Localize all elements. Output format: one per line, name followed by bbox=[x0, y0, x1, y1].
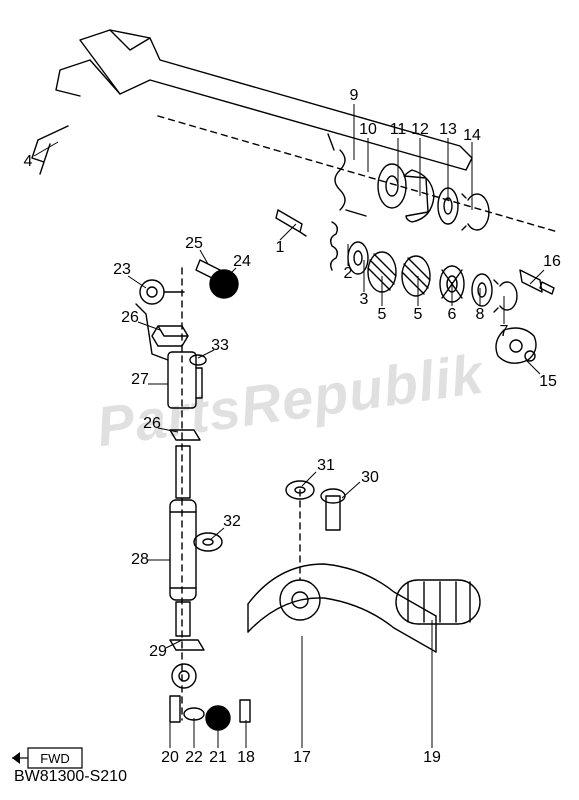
callout-25: 25 bbox=[185, 235, 203, 253]
fwd-arrow: FWD bbox=[12, 748, 82, 768]
callout-29: 29 bbox=[149, 643, 167, 661]
callout-19: 19 bbox=[423, 749, 441, 767]
callout-3: 3 bbox=[360, 291, 369, 309]
callout-21: 21 bbox=[209, 749, 227, 767]
callout-14: 14 bbox=[463, 127, 481, 145]
callout-32: 32 bbox=[223, 513, 241, 531]
callout-7: 7 bbox=[500, 323, 509, 341]
callout-9: 9 bbox=[350, 87, 359, 105]
callout-27: 27 bbox=[131, 371, 149, 389]
callout-18: 18 bbox=[237, 749, 255, 767]
callout-30: 30 bbox=[361, 469, 379, 487]
callout-1: 1 bbox=[276, 239, 285, 257]
callout-33: 33 bbox=[211, 337, 229, 355]
callout-24: 24 bbox=[233, 253, 251, 271]
callout-26: 26 bbox=[121, 309, 139, 327]
callout-23: 23 bbox=[113, 261, 131, 279]
callout-10: 10 bbox=[359, 121, 377, 139]
callout-26: 26 bbox=[143, 415, 161, 433]
callout-11: 11 bbox=[390, 121, 407, 139]
callout-20: 20 bbox=[161, 749, 179, 767]
part-code: BW81300-S210 bbox=[14, 768, 127, 786]
callout-5: 5 bbox=[414, 306, 423, 324]
fwd-label: FWD bbox=[40, 751, 70, 766]
callout-8: 8 bbox=[476, 306, 485, 324]
callout-22: 22 bbox=[185, 749, 203, 767]
callout-12: 12 bbox=[411, 121, 429, 139]
callout-17: 17 bbox=[293, 749, 311, 767]
callout-6: 6 bbox=[448, 306, 457, 324]
callout-5: 5 bbox=[378, 306, 387, 324]
callout-15: 15 bbox=[539, 373, 557, 391]
callout-4: 4 bbox=[24, 153, 33, 171]
diagram-canvas: FWD 123455678910111213141516171819202122… bbox=[0, 0, 579, 800]
callout-31: 31 bbox=[317, 457, 335, 475]
callout-16: 16 bbox=[543, 253, 561, 271]
diagram-svg: FWD bbox=[0, 0, 579, 800]
callout-13: 13 bbox=[439, 121, 457, 139]
callout-2: 2 bbox=[344, 265, 353, 283]
callout-28: 28 bbox=[131, 551, 149, 569]
